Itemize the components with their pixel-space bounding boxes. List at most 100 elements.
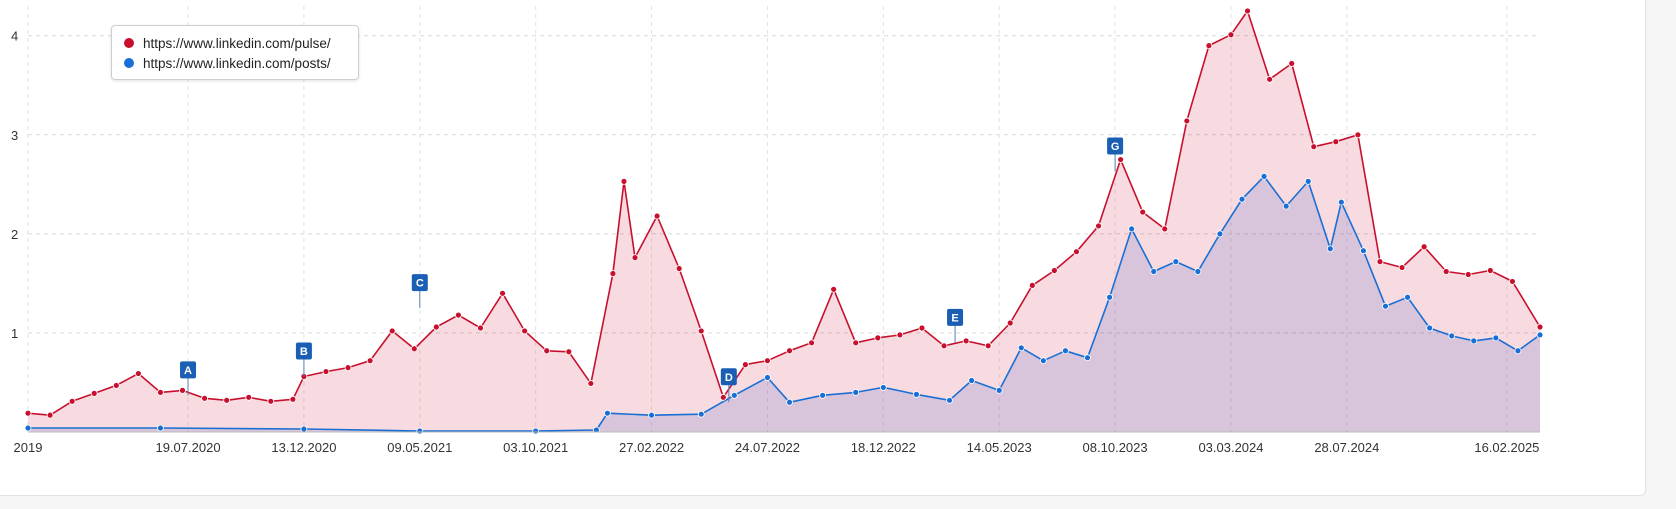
data-point (432, 323, 440, 331)
x-tick-label: 14.05.2023 (967, 440, 1032, 455)
data-point (918, 324, 926, 332)
data-point (648, 411, 655, 419)
x-tick-label: 03.03.2024 (1198, 440, 1263, 455)
data-point (1073, 248, 1080, 256)
data-point (1150, 268, 1158, 275)
data-point (1183, 117, 1191, 125)
data-point (388, 327, 396, 335)
data-point (1266, 75, 1274, 83)
data-point (1310, 143, 1318, 151)
data-point (962, 337, 970, 345)
event-annotations: A B C D E G (180, 137, 1124, 403)
annotation-flag (411, 274, 428, 292)
x-tick-label: 08.10.2023 (1083, 440, 1148, 455)
series-areas (28, 11, 1540, 432)
data-point (410, 345, 418, 353)
data-point (1039, 357, 1047, 365)
data-point (1288, 60, 1296, 67)
data-point (819, 391, 827, 399)
data-point (1486, 267, 1494, 274)
data-point (1238, 195, 1246, 203)
data-point (587, 380, 595, 387)
data-point (157, 388, 164, 396)
series-line (28, 175, 1541, 432)
data-point (1420, 243, 1428, 251)
annotation-flag (180, 361, 197, 379)
legend-label: https://www.linkedin.com/pulse/ (143, 35, 331, 51)
data-point (1337, 198, 1345, 206)
data-point (879, 384, 887, 391)
data-point (344, 364, 352, 372)
data-point (1332, 138, 1340, 146)
data-point (1514, 347, 1522, 355)
data-point (1006, 319, 1014, 327)
data-point (201, 394, 208, 402)
data-point (1161, 225, 1169, 233)
y-tick-label: 2 (11, 227, 18, 242)
data-point (1426, 324, 1434, 332)
legend-item-posts[interactable]: https://www.linkedin.com/posts/ (124, 54, 331, 72)
data-point (852, 388, 860, 396)
data-point (1470, 337, 1478, 345)
data-point (940, 342, 948, 350)
data-point (984, 342, 992, 350)
data-point (852, 339, 860, 347)
data-point (1095, 222, 1102, 230)
data-point (1326, 245, 1334, 253)
chart-card: A B C D E G 1 2 3 4 2019 19.07.2020 13.12.2020 09.05… (0, 0, 1646, 496)
data-point (366, 357, 374, 365)
chart-legend: https://www.linkedin.com/pulse/ https://… (111, 25, 359, 80)
annotation-label: E (951, 312, 958, 324)
data-point (1404, 293, 1411, 301)
data-point (245, 393, 253, 401)
x-tick-label: 24.07.2022 (735, 440, 800, 455)
data-point (1062, 347, 1069, 355)
data-point (764, 357, 771, 365)
data-point (543, 347, 551, 355)
data-point (946, 396, 953, 404)
annotation-flag (947, 308, 964, 326)
area-chart: A B C D E G 1 2 3 4 2019 19.07.2020 13.12.2020 09.05… (11, 6, 1544, 455)
x-tick-label: 19.07.2020 (155, 440, 220, 455)
data-point (1398, 264, 1406, 271)
data-point (697, 327, 705, 335)
data-point (968, 377, 976, 384)
data-point (1244, 7, 1251, 15)
annotation-flag (720, 368, 737, 386)
x-tick-label: 09.05.2021 (387, 440, 452, 455)
data-point (179, 386, 186, 394)
data-point (653, 212, 661, 220)
data-point (786, 347, 793, 355)
series-points (24, 7, 1544, 435)
annotation-label: B (300, 346, 308, 358)
data-point (764, 374, 771, 381)
data-point (1172, 258, 1180, 266)
data-point (1464, 271, 1472, 278)
annotation-label: C (416, 278, 424, 290)
annotation-label: G (1111, 141, 1120, 153)
data-point (830, 285, 838, 293)
y-tick-label: 4 (11, 29, 18, 44)
data-point (24, 409, 32, 417)
legend-label: https://www.linkedin.com/posts/ (143, 55, 331, 71)
data-point (1028, 281, 1036, 289)
legend-item-pulse[interactable]: https://www.linkedin.com/pulse/ (124, 34, 331, 52)
data-point (157, 424, 164, 432)
data-point (1017, 344, 1025, 352)
data-point (604, 409, 611, 417)
data-point (631, 254, 639, 262)
series-area (28, 176, 1540, 432)
data-point (1128, 225, 1136, 233)
data-point (1509, 278, 1516, 285)
y-tick-label: 3 (11, 128, 18, 143)
annotation-flag (295, 342, 312, 360)
data-point (1282, 202, 1290, 210)
data-point (68, 397, 76, 405)
data-point (719, 393, 727, 401)
data-point (267, 397, 275, 405)
data-point (741, 361, 749, 369)
data-point (46, 411, 54, 419)
data-point (1382, 302, 1389, 310)
data-point (1260, 172, 1268, 180)
data-point (620, 177, 628, 185)
